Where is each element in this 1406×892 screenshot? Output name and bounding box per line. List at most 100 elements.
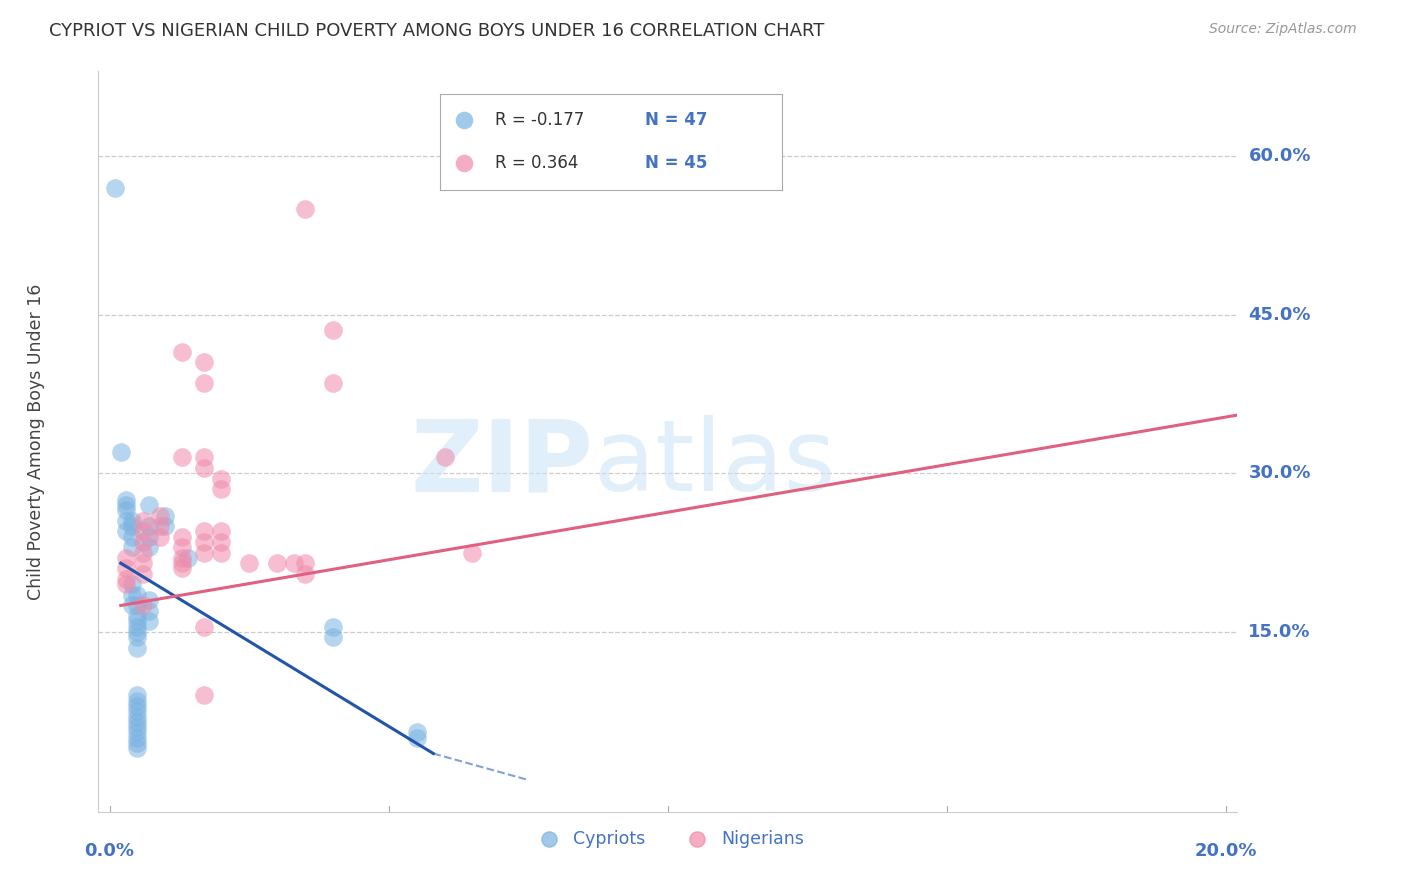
Text: 60.0%: 60.0% — [1249, 147, 1310, 165]
Point — [138, 541, 160, 555]
Point — [209, 482, 232, 496]
Point — [149, 519, 172, 533]
Point — [138, 593, 160, 607]
Point — [172, 530, 194, 544]
Point — [172, 556, 194, 570]
Point — [127, 609, 149, 624]
Point — [127, 731, 149, 745]
Point — [193, 376, 215, 391]
Point — [127, 709, 149, 723]
Point — [322, 324, 344, 338]
Point — [149, 530, 172, 544]
Point — [209, 472, 232, 486]
Point — [127, 714, 149, 729]
Point — [172, 344, 194, 359]
Point — [172, 450, 194, 465]
Point — [115, 550, 138, 565]
Point — [121, 599, 143, 613]
Point — [172, 550, 194, 565]
Point — [138, 530, 160, 544]
Point — [238, 556, 260, 570]
Text: 15.0%: 15.0% — [1249, 623, 1310, 641]
Point — [322, 619, 344, 633]
Point — [155, 519, 177, 533]
Point — [193, 450, 215, 465]
Point — [127, 624, 149, 639]
Point — [132, 566, 155, 581]
Text: 0.0%: 0.0% — [84, 842, 135, 860]
Point — [115, 514, 138, 528]
Point — [132, 546, 155, 560]
Point — [155, 508, 177, 523]
Point — [115, 561, 138, 575]
Point — [172, 561, 194, 575]
Text: atlas: atlas — [593, 416, 835, 512]
Point — [132, 535, 155, 549]
Point — [461, 546, 484, 560]
Point — [110, 445, 132, 459]
Point — [322, 630, 344, 644]
Point — [127, 741, 149, 756]
Point — [115, 498, 138, 512]
Text: CYPRIOT VS NIGERIAN CHILD POVERTY AMONG BOYS UNDER 16 CORRELATION CHART: CYPRIOT VS NIGERIAN CHILD POVERTY AMONG … — [49, 22, 824, 40]
Point — [322, 376, 344, 391]
Point — [127, 640, 149, 655]
Point — [433, 450, 456, 465]
Point — [209, 535, 232, 549]
Point — [121, 541, 143, 555]
Point — [294, 202, 316, 216]
Point — [115, 577, 138, 591]
Point — [132, 514, 155, 528]
Point — [138, 615, 160, 629]
Point — [294, 566, 316, 581]
Text: 45.0%: 45.0% — [1249, 306, 1310, 324]
Point — [127, 588, 149, 602]
Point — [121, 588, 143, 602]
Legend: Cypriots, Nigerians: Cypriots, Nigerians — [524, 823, 811, 855]
Point — [294, 556, 316, 570]
Point — [283, 556, 305, 570]
Point — [127, 736, 149, 750]
Point — [193, 535, 215, 549]
Point — [127, 694, 149, 708]
Point — [209, 524, 232, 539]
Point — [138, 604, 160, 618]
Point — [115, 503, 138, 517]
Point — [127, 619, 149, 633]
Point — [193, 524, 215, 539]
Point — [121, 514, 143, 528]
Text: Source: ZipAtlas.com: Source: ZipAtlas.com — [1209, 22, 1357, 37]
Point — [127, 720, 149, 734]
Point — [149, 508, 172, 523]
Point — [127, 704, 149, 718]
Point — [405, 725, 427, 739]
Point — [177, 550, 200, 565]
Point — [121, 530, 143, 544]
Point — [193, 619, 215, 633]
Point — [266, 556, 288, 570]
Point — [138, 498, 160, 512]
Point — [193, 355, 215, 369]
Point — [127, 725, 149, 739]
Point — [172, 541, 194, 555]
Point — [115, 524, 138, 539]
Point — [104, 180, 127, 194]
Point — [405, 731, 427, 745]
Text: 30.0%: 30.0% — [1249, 464, 1310, 483]
Point — [121, 577, 143, 591]
Point — [127, 698, 149, 713]
Text: ZIP: ZIP — [411, 416, 593, 512]
Point — [193, 689, 215, 703]
Point — [115, 492, 138, 507]
Point — [132, 599, 155, 613]
Point — [193, 546, 215, 560]
Point — [127, 615, 149, 629]
Point — [209, 546, 232, 560]
Text: 20.0%: 20.0% — [1195, 842, 1257, 860]
Point — [132, 556, 155, 570]
Point — [121, 519, 143, 533]
Point — [127, 630, 149, 644]
Point — [132, 524, 155, 539]
Point — [193, 461, 215, 475]
Point — [127, 599, 149, 613]
